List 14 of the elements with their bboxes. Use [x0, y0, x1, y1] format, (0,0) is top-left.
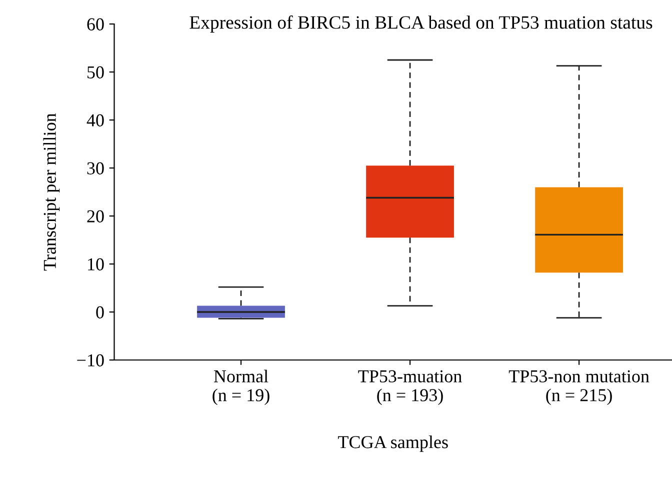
y-tick-label: 20: [87, 210, 104, 222]
chart-title: Expression of BIRC5 in BLCA based on TP53 muation status: [190, 15, 652, 33]
x-tick-label: Normal (n = 19): [212, 370, 270, 405]
y-tick-label: 40: [86, 114, 104, 126]
y-tick-label: 30: [87, 162, 104, 174]
x-tick-label: TP53-non mutation (n = 215): [508, 370, 650, 405]
x-axis-title: TCGA samples: [338, 436, 448, 452]
y-axis-title: Transcript per million: [43, 113, 60, 271]
y-tick-label: 60: [87, 18, 104, 30]
x-tick-label: TP53-muation (n = 193): [358, 370, 462, 405]
y-tick-label: 0: [96, 306, 104, 318]
y-tick-label: 10: [88, 258, 104, 270]
y-tick-label: 50: [88, 66, 104, 78]
y-tick-label: −10: [77, 354, 104, 366]
